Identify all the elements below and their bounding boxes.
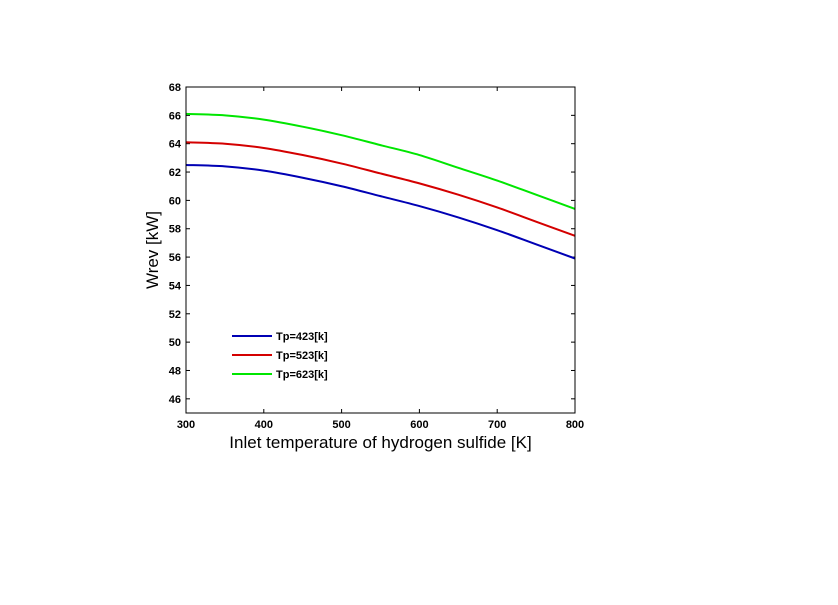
series-line-1 xyxy=(185,163,576,260)
x-tick-label: 400 xyxy=(255,419,273,431)
legend-label-3: Tp=623[k] xyxy=(276,369,328,381)
legend: Tp=423[k] Tp=523[k] Tp=623[k] xyxy=(232,331,328,381)
y-tick-label: 68 xyxy=(169,82,181,94)
x-tick-label: 700 xyxy=(488,419,506,431)
y-tick-label: 48 xyxy=(169,365,181,377)
x-tick-label: 600 xyxy=(410,419,428,431)
series-line-2 xyxy=(185,141,576,237)
y-tick-label: 58 xyxy=(169,224,181,236)
y-axis-ticks: 46 48 50 52 54 56 58 60 62 64 66 68 xyxy=(169,82,575,406)
legend-label-1: Tp=423[k] xyxy=(276,331,328,343)
y-tick-label: 66 xyxy=(169,110,181,122)
y-tick-label: 60 xyxy=(169,195,181,207)
x-axis-title: Inlet temperature of hydrogen sulfide [K… xyxy=(229,433,531,452)
legend-label-2: Tp=523[k] xyxy=(276,350,328,362)
plot-area-frame xyxy=(185,86,576,414)
x-tick-label: 500 xyxy=(332,419,350,431)
y-tick-label: 64 xyxy=(169,139,182,151)
y-tick-label: 56 xyxy=(169,252,181,264)
x-tick-label: 800 xyxy=(566,419,584,431)
y-tick-label: 50 xyxy=(169,337,181,349)
series-line-3 xyxy=(185,112,576,210)
series-lines xyxy=(185,112,576,260)
y-tick-label: 54 xyxy=(169,280,182,292)
y-axis-title: Wrev [kW] xyxy=(143,211,162,289)
y-tick-label: 46 xyxy=(169,394,181,406)
y-tick-label: 52 xyxy=(169,309,181,321)
x-tick-label: 300 xyxy=(177,419,195,431)
y-tick-label: 62 xyxy=(169,167,181,179)
x-axis-ticks: 300 400 500 600 700 800 xyxy=(177,87,584,431)
